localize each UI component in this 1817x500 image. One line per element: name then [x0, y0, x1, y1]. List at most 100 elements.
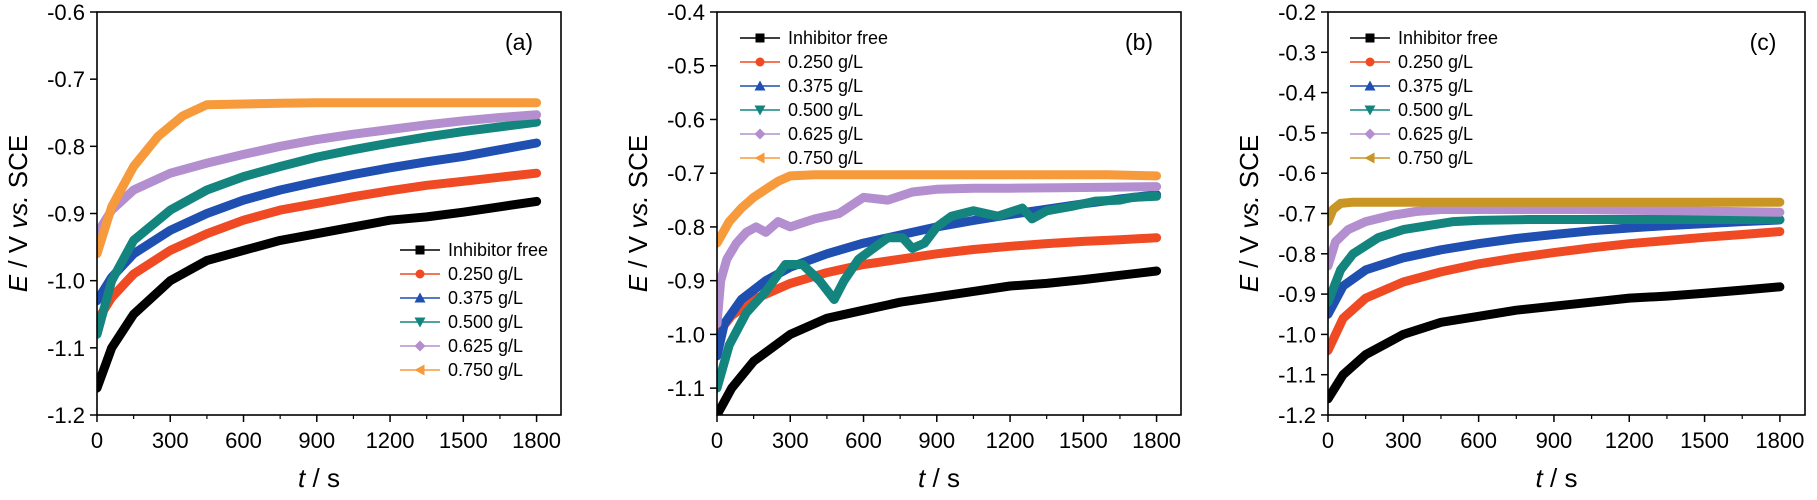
- y-tick-label: -0.8: [667, 215, 705, 240]
- y-tick-label: -1.0: [1278, 322, 1316, 347]
- legend-label: 0.500 g/L: [448, 312, 523, 332]
- x-tick-label: 1500: [1059, 428, 1108, 453]
- legend-marker-triangle-up: [414, 292, 426, 303]
- series-line-0-375-g-l: [97, 138, 542, 306]
- panel-label: (c): [1750, 29, 1777, 55]
- panel-b: 0 300 600 900 1200 1500 1800 -1.1 -1.0 -0.9 -0.8 -0…: [623, 0, 1182, 493]
- legend-marker-triangle-left: [414, 364, 425, 376]
- series-line-0-750-g-l: [1328, 197, 1785, 227]
- series-line-0-750-g-l: [717, 170, 1162, 248]
- x-axis-label: t / s: [298, 463, 340, 493]
- y-tick-label: -0.6: [1278, 161, 1316, 186]
- legend-marker-diamond: [1364, 128, 1376, 140]
- y-tick-label: -0.3: [1278, 40, 1316, 65]
- legend: Inhibitor free 0.250 g/L 0.375 g/L 0.500 g/…: [740, 28, 888, 168]
- series-line-inhibitor-free: [97, 196, 542, 393]
- panel-a: 0 300 600 900 1200 1500 1800 -1.2 -1.1 -1.0 -0.9 -0…: [3, 0, 562, 493]
- x-tick-label: 600: [845, 428, 882, 453]
- y-axis-label: E / V vs. SCE: [3, 135, 33, 293]
- y-tick-label: -0.8: [47, 134, 85, 159]
- series-group: [717, 170, 1162, 415]
- y-tick-label: -0.6: [47, 0, 85, 25]
- legend-label: 0.250 g/L: [1398, 52, 1473, 72]
- legend-marker-triangle-down: [754, 105, 766, 116]
- y-tick-label: -1.0: [667, 322, 705, 347]
- series-line-0-500-g-l: [97, 117, 542, 339]
- legend-marker-circle: [1365, 57, 1375, 67]
- x-tick-label: 1800: [1755, 428, 1804, 453]
- legend-marker-triangle-down: [414, 317, 426, 328]
- legend-marker-square: [755, 33, 765, 43]
- y-tick-label: -0.7: [667, 161, 705, 186]
- legend-marker-triangle-left: [1364, 152, 1375, 164]
- x-tick-label: 1200: [366, 428, 415, 453]
- x-tick-label: 300: [772, 428, 809, 453]
- y-tick-label: -0.9: [1278, 282, 1316, 307]
- x-tick-label: 600: [225, 428, 262, 453]
- series-group: [1328, 197, 1785, 404]
- y-tick-label: -1.1: [47, 336, 85, 361]
- series-line-0-250-g-l: [97, 168, 542, 326]
- legend-label: 0.500 g/L: [788, 100, 863, 120]
- x-tick-label: 900: [918, 428, 955, 453]
- panel-label: (a): [505, 29, 533, 55]
- series-line-0-250-g-l: [1328, 227, 1785, 355]
- series-line-0-625-g-l: [97, 110, 542, 239]
- x-axis-label: t / s: [918, 463, 960, 493]
- y-tick-label: -0.9: [667, 269, 705, 294]
- legend-label: Inhibitor free: [1398, 28, 1498, 48]
- legend-marker-square: [1365, 33, 1375, 43]
- legend-marker-triangle-up: [754, 80, 766, 91]
- legend-label: Inhibitor free: [448, 240, 548, 260]
- x-tick-label: 1200: [986, 428, 1035, 453]
- legend-label: 0.250 g/L: [788, 52, 863, 72]
- legend-marker-square: [415, 245, 425, 255]
- series-line-0-750-g-l: [97, 98, 542, 259]
- y-tick-label: -0.4: [1278, 81, 1316, 106]
- legend-label: 0.250 g/L: [448, 264, 523, 284]
- y-tick-label: -1.2: [47, 403, 85, 428]
- series-line-0-500-g-l: [1328, 215, 1785, 307]
- legend-label: 0.375 g/L: [448, 288, 523, 308]
- y-tick-label: -0.9: [47, 202, 85, 227]
- y-tick-label: -1.1: [667, 376, 705, 401]
- y-axis-label: E / V vs. SCE: [623, 135, 653, 293]
- x-tick-label: 300: [152, 428, 189, 453]
- legend-label: 0.625 g/L: [1398, 124, 1473, 144]
- series-line-0-625-g-l: [717, 182, 1162, 329]
- y-tick-label: -0.2: [1278, 0, 1316, 25]
- legend-marker-triangle-up: [1364, 80, 1376, 91]
- series-line-0-250-g-l: [717, 233, 1162, 339]
- x-tick-label: 600: [1460, 428, 1497, 453]
- panel-label: (b): [1125, 29, 1153, 55]
- y-tick-label: -0.6: [667, 107, 705, 132]
- legend-marker-diamond: [414, 340, 426, 352]
- series-line-inhibitor-free: [1328, 282, 1785, 404]
- legend-marker-circle: [755, 57, 765, 67]
- x-tick-label: 1800: [1132, 428, 1181, 453]
- legend: Inhibitor free 0.250 g/L 0.375 g/L 0.500 g/…: [1350, 28, 1498, 168]
- x-axis-label: t / s: [1536, 463, 1578, 493]
- y-tick-label: -1.1: [1278, 363, 1316, 388]
- legend-label: 0.750 g/L: [1398, 148, 1473, 168]
- y-tick-label: -1.0: [47, 269, 85, 294]
- legend-marker-triangle-left: [754, 152, 765, 164]
- x-tick-label: 0: [91, 428, 103, 453]
- y-tick-label: -0.5: [1278, 121, 1316, 146]
- series-line-inhibitor-free: [717, 266, 1162, 415]
- legend-marker-triangle-down: [1364, 105, 1376, 116]
- x-tick-label: 1800: [512, 428, 561, 453]
- series-line-0-625-g-l: [1328, 205, 1785, 271]
- legend: Inhibitor free 0.250 g/L 0.375 g/L 0.500 g/…: [400, 240, 548, 380]
- x-tick-label: 900: [1536, 428, 1573, 453]
- x-tick-label: 1500: [439, 428, 488, 453]
- legend-label: 0.750 g/L: [448, 360, 523, 380]
- y-tick-label: -1.2: [1278, 403, 1316, 428]
- y-tick-label: -0.4: [667, 0, 705, 25]
- legend-label: 0.750 g/L: [788, 148, 863, 168]
- x-tick-label: 1500: [1680, 428, 1729, 453]
- panel-c: 0 300 600 900 1200 1500 1800 -1.2 -1.1 -1.0 -0.9 -0…: [1234, 0, 1806, 493]
- y-tick-label: -0.7: [47, 67, 85, 92]
- legend-label: 0.375 g/L: [788, 76, 863, 96]
